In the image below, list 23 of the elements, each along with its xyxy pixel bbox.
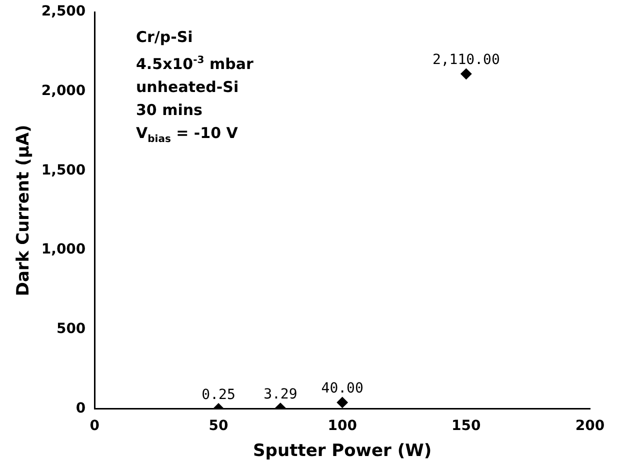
x-axis-title: Sputter Power (W) [253, 441, 432, 462]
data-label: 3.29 [264, 386, 298, 402]
x-tick-label: 50 [208, 418, 229, 434]
y-tick-label: 1,500 [41, 162, 86, 178]
y-tick-label: 2,500 [41, 4, 86, 20]
x-tick-label: 200 [575, 418, 605, 434]
x-tick-label: 150 [452, 418, 482, 434]
point [460, 68, 472, 80]
annotation: V$_{bias}$ = -10 V [136, 123, 239, 147]
x-tick-label: 0 [90, 418, 100, 434]
y-tick-label: 500 [56, 321, 86, 338]
annotation: Cr/p-Si [136, 27, 194, 48]
y-tick-label: 1,000 [41, 242, 86, 258]
annotation: 30 mins [136, 100, 204, 121]
data-label: 2,110.00 [432, 52, 500, 68]
x-tick-label: 100 [328, 418, 358, 434]
data-label: 0.25 [202, 386, 236, 403]
annotation: 4.5x10$^{-3}$ mbar [136, 54, 254, 75]
annotation: unheated-Si [136, 77, 240, 98]
y-tick-label: 0 [76, 400, 86, 416]
y-axis-title: Dark Current (μA) [14, 124, 34, 296]
y-tick-label: 2,000 [41, 83, 86, 99]
data-label: 40.00 [321, 380, 364, 396]
